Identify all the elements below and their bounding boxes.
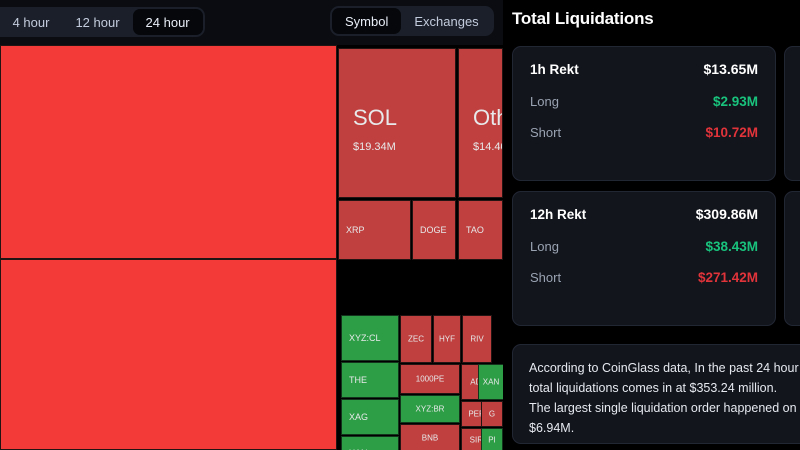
treemap-tile-label: XRP (346, 225, 365, 235)
treemap-tile-hyf[interactable]: HYF (433, 315, 461, 363)
long-value: $38.43M (705, 239, 758, 254)
treemap-tile-label: G (488, 409, 496, 419)
treemap-tile-label: XYZ:CL (349, 333, 381, 343)
treemap-tile-value: $14.40M (473, 141, 502, 153)
treemap-tile-label: Others (473, 105, 502, 130)
long-value: $2.93M (712, 94, 758, 109)
treemap-tile-others[interactable]: Others $14.40M (458, 48, 503, 198)
treemap-tile-label: BNB (421, 433, 439, 442)
treemap-tile-xag[interactable]: XAG (341, 399, 399, 435)
treemap-tile-xyz-cl[interactable]: XYZ:CL (341, 315, 399, 361)
treemap-tile-label: SIRE (469, 435, 489, 445)
treemap-tile-zec[interactable]: ZEC (400, 315, 432, 363)
summary-text: According to CoinGlass data, In the past… (529, 361, 799, 435)
treemap-tile-xan[interactable]: XAN (478, 364, 504, 400)
liquidation-treemap[interactable]: SOL $19.34M Others $14.40M XRP DOGE TAO XYZ:CL Z… (0, 45, 504, 450)
treemap-tile[interactable] (0, 45, 337, 259)
treemap-tile-sol[interactable]: SOL $19.34M (338, 48, 456, 198)
treemap-tile-riv[interactable]: RIV (462, 315, 492, 363)
long-label: Long (530, 239, 559, 254)
rekt-row: 1h Rekt $13.65M (530, 61, 758, 77)
short-value: $10.72M (705, 125, 758, 140)
treemap-tile-label: RIV (470, 334, 484, 344)
treemap-tile-label: TAO (466, 225, 484, 235)
timeframe-btn-24-hour[interactable]: 24 hour (132, 9, 203, 35)
treemap-tile-label: PEPE (468, 409, 490, 419)
treemap-tile-label: ZEC (408, 334, 424, 344)
treemap-tile-xyz-br[interactable]: XYZ:BR (400, 395, 460, 423)
treemap-tile-value: $19.34M (353, 141, 396, 153)
treemap-tile-label: DOGE (420, 225, 447, 235)
treemap-tile-label: 1000PE (415, 374, 445, 384)
rekt-card-4: 2LS (784, 191, 800, 326)
rekt-row: Short $271.42M (530, 270, 758, 285)
treemap-tile-xan[interactable]: XAN (341, 436, 399, 450)
short-label: Short (530, 270, 562, 285)
treemap-tile-label: SOL (353, 105, 398, 130)
total-liquidations-panel: Total Liquidations According to CoinGlas… (503, 0, 800, 450)
treemap-tile-1000pe[interactable]: 1000PE (400, 364, 460, 394)
rekt-card-2: 12h Rekt $309.86M Long $38.43M Short $271.42M (512, 191, 776, 326)
rekt-card-3: 4LS (784, 46, 800, 181)
short-value: $271.42M (697, 270, 758, 285)
rekt-card-1: 1h Rekt $13.65M Long $2.93M Short $10.72M (512, 46, 776, 181)
treemap-tile-bnb[interactable]: BNB (400, 424, 460, 450)
timeframe-btn-4-hour[interactable]: 4 hour (12, 14, 50, 30)
treemap-tile-label: XAN (349, 448, 368, 450)
summary-card: According to CoinGlass data, In the past… (512, 344, 800, 444)
treemap-tile-tao[interactable]: TAO (458, 200, 503, 260)
short-label: Short (530, 125, 562, 140)
treemap-tile-label: HYF (439, 334, 455, 344)
treemap-tile-label: XAG (349, 412, 369, 422)
rekt-period-label: 1h Rekt (530, 61, 579, 77)
rekt-total-value: $13.65M (703, 61, 758, 77)
view-mode-selector[interactable]: Symbol Exchanges (330, 6, 494, 36)
rekt-row: 12h Rekt $309.86M (530, 206, 758, 222)
rekt-total-value: $309.86M (695, 206, 758, 222)
treemap-tile-pi[interactable]: PI (481, 428, 503, 450)
long-label: Long (530, 94, 559, 109)
treemap-tile-label: XYZ:BR (415, 404, 445, 414)
treemap-tile-label: XAN (482, 377, 500, 387)
timeframe-btn-12-hour[interactable]: 12 hour (75, 14, 120, 30)
rekt-row: Long $2.93M (530, 94, 758, 109)
rekt-period-label: 12h Rekt (530, 206, 587, 222)
treemap-tile[interactable] (0, 259, 337, 450)
treemap-tile-the[interactable]: THE (341, 362, 399, 398)
treemap-tile-label: PI (488, 435, 496, 445)
treemap-tile-g[interactable]: G (481, 401, 503, 427)
mode-btn-exchanges[interactable]: Exchanges (414, 13, 479, 29)
mode-btn-symbol[interactable]: Symbol (332, 8, 402, 34)
page-title: Total Liquidations (512, 9, 654, 28)
rekt-row: Long $38.43M (530, 239, 758, 254)
treemap-tile-xrp[interactable]: XRP (338, 200, 411, 260)
treemap-tile-label: THE (349, 375, 367, 385)
treemap-tile-doge[interactable]: DOGE (412, 200, 456, 260)
rekt-row: Short $10.72M (530, 125, 758, 140)
